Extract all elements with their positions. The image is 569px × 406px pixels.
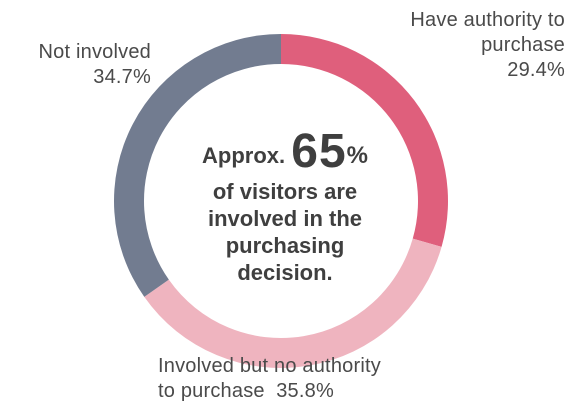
center-percent: % [346,142,368,169]
center-line-3: involved in the [207,206,363,231]
center-line-5: decision. [237,260,333,285]
label-have-authority-line1: Have authority to [410,9,565,31]
label-involved-no-authority-line1: Involved but no authority [158,355,381,377]
label-have-authority: Have authority to purchase 29.4% [410,8,565,83]
center-line-2: of visitors are [212,179,358,204]
slice-have-authority [281,34,449,247]
center-line-4: purchasing [225,233,345,258]
label-involved-no-authority-line2: to purchase 35.8% [158,379,381,404]
center-number: 65 [291,125,347,178]
label-not-involved: Not involved 34.7% [14,40,151,90]
label-not-involved-line1: Not involved [38,41,151,63]
label-have-authority-line2: purchase [481,34,565,56]
label-involved-no-authority-line2-text: to purchase [158,380,265,402]
center-summary: Approx. 65% of visitors are involved in … [150,128,420,286]
center-headline: Approx. 65% [150,128,420,178]
center-prefix: Approx. [202,143,286,168]
label-involved-no-authority-value: 35.8% [276,380,334,402]
label-not-involved-value: 34.7% [93,66,151,88]
label-involved-no-authority: Involved but no authority to purchase 35… [158,354,381,404]
label-have-authority-value: 29.4% [507,59,565,81]
slice-involved-no-authority [144,238,442,369]
slice-not-involved [114,33,281,297]
